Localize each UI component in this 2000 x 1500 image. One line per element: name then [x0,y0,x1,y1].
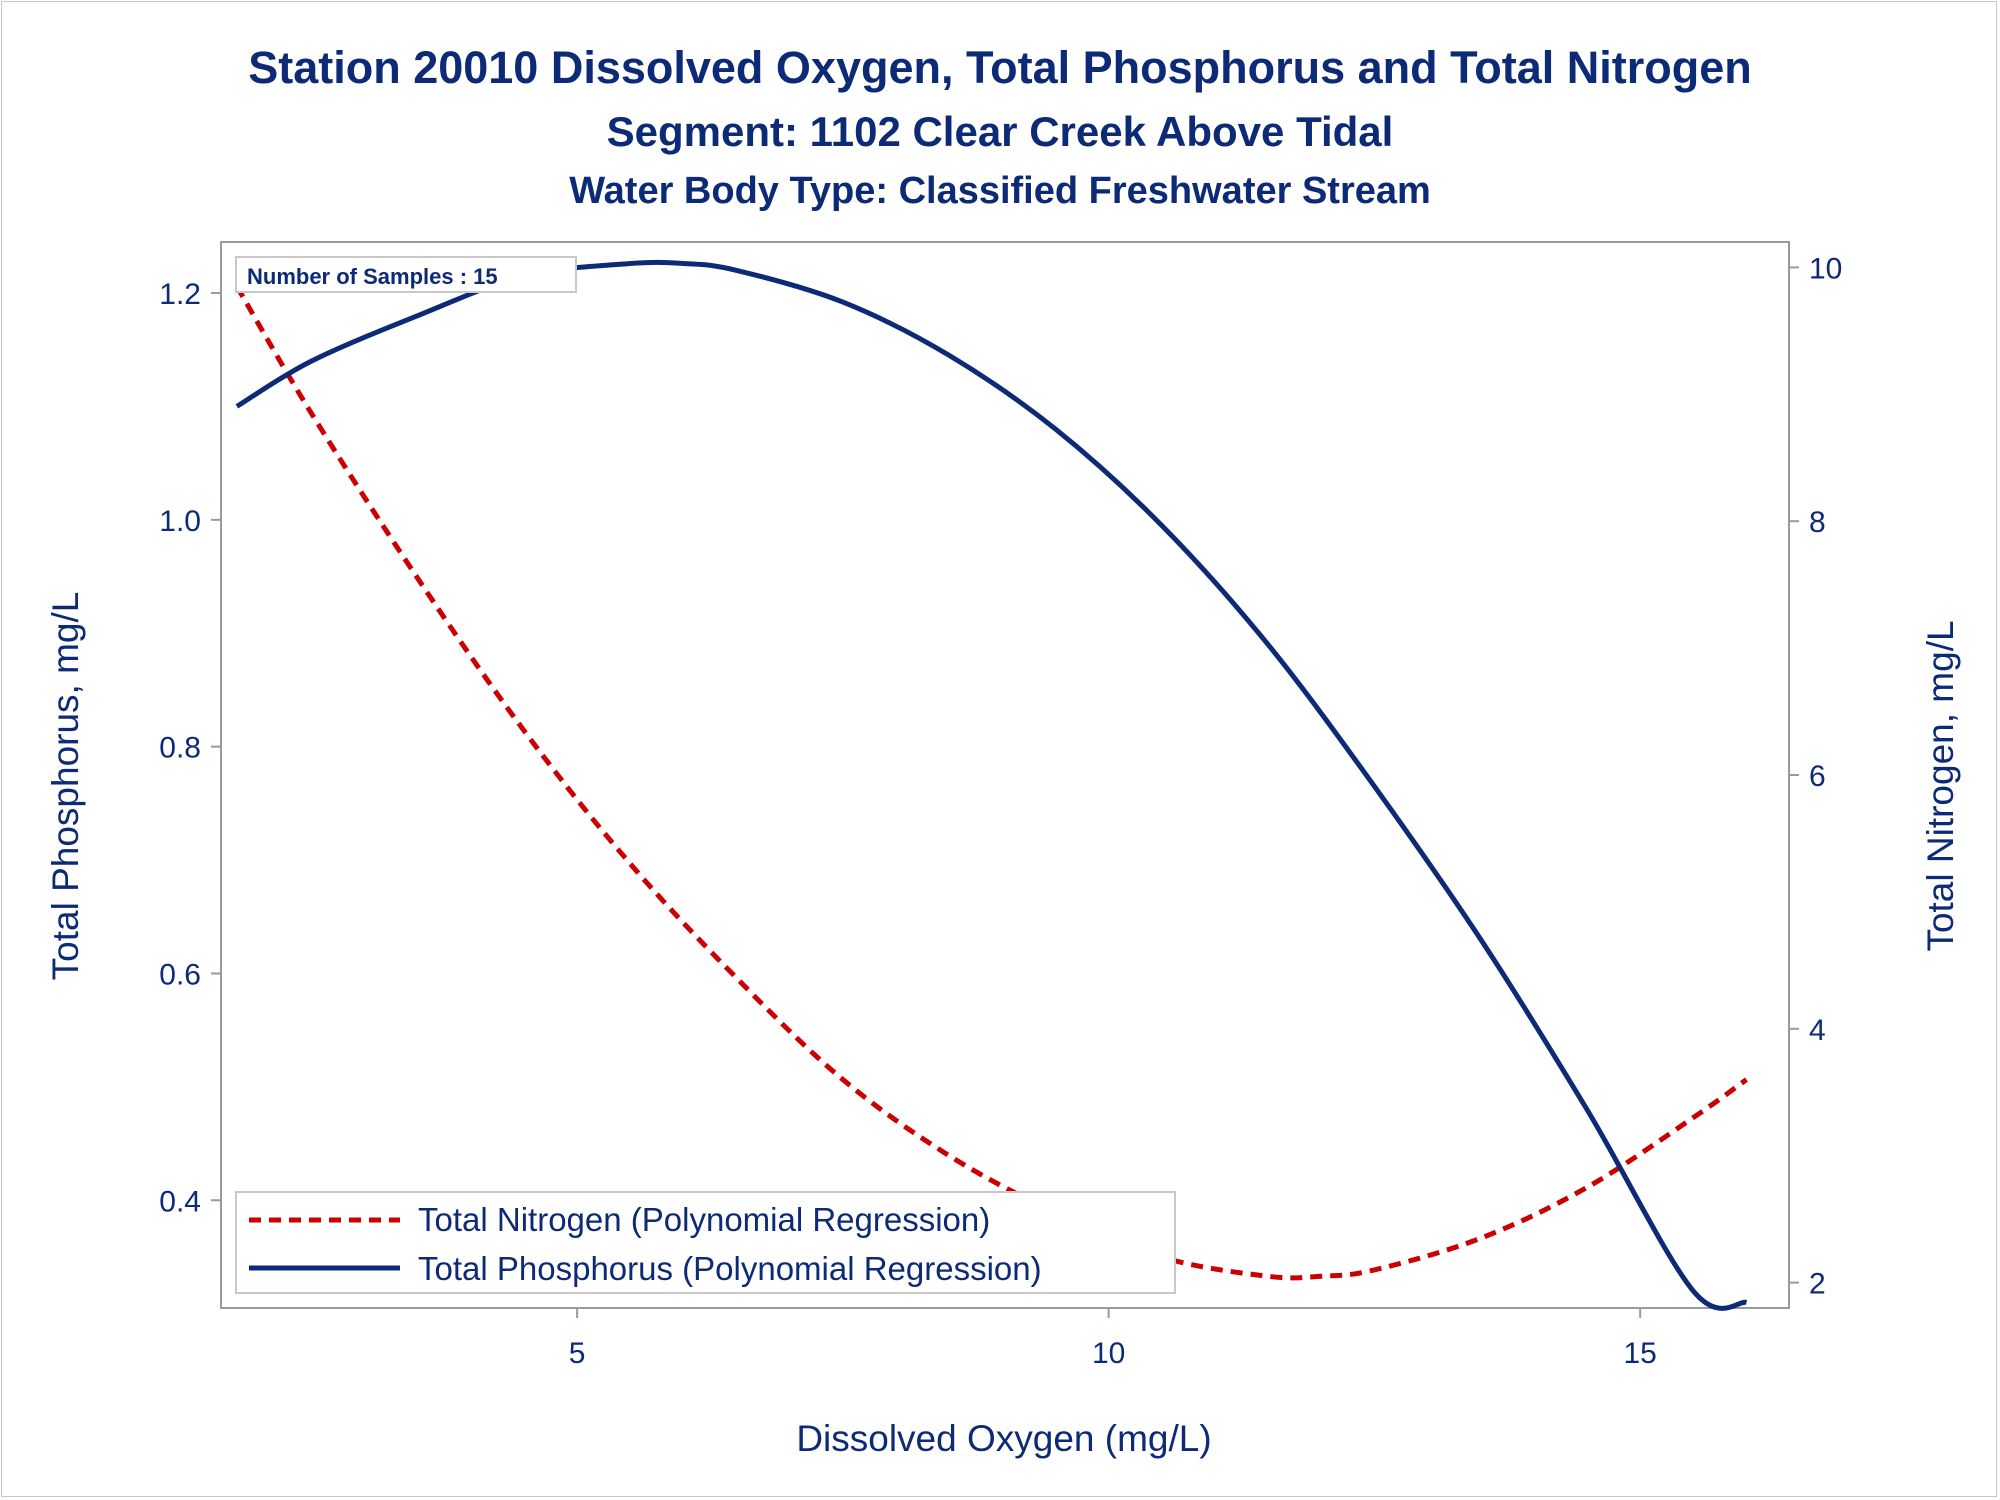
series-line-total-nitrogen [234,285,1748,1281]
inset-label: Number of Samples : 15 [247,264,498,289]
x-tick-label: 5 [569,1337,586,1370]
x-tick-label: 10 [1092,1337,1125,1370]
left-y-tick-label: 1.2 [159,278,201,311]
right-y-axis-title: Total Nitrogen, mg/L [1920,620,1961,951]
left-y-axis: 0.4 0.6 0.8 1.0 1.2 [159,278,221,1218]
series-line-total-phosphorus [235,259,1748,1311]
x-axis-title: Dissolved Oxygen (mg/L) [796,1418,1211,1459]
right-y-tick-label: 10 [1809,252,1842,285]
legend: Total Nitrogen (Polynomial Regression) T… [235,1191,1176,1294]
x-axis: 5 10 15 [569,1308,1657,1370]
left-y-tick-label: 1.0 [159,505,201,538]
x-tick-label: 15 [1623,1337,1656,1370]
left-y-tick-label: 0.4 [159,1185,201,1218]
left-y-tick-label: 0.6 [159,958,201,991]
plot-area [220,241,1790,1309]
chart-title: Station 20010 Dissolved Oxygen, Total Ph… [248,42,1752,93]
legend-label-nitrogen: Total Nitrogen (Polynomial Regression) [418,1201,990,1238]
right-y-tick-label: 6 [1809,760,1826,793]
legend-label-phosphorus: Total Phosphorus (Polynomial Regression) [418,1250,1042,1287]
sample-count-inset: Number of Samples : 15 [235,256,577,293]
right-y-tick-label: 2 [1809,1268,1826,1301]
right-y-axis: 2 4 6 8 10 [1789,252,1842,1301]
right-y-tick-label: 4 [1809,1014,1826,1047]
inset-box [235,256,577,293]
series-layer [234,259,1748,1311]
left-y-tick-label: 0.8 [159,732,201,765]
right-y-tick-label: 8 [1809,506,1826,539]
left-y-axis-title: Total Phosphorus, mg/L [45,592,86,981]
legend-box [235,1191,1176,1294]
chart-subtitle-waterbody: Water Body Type: Classified Freshwater S… [569,170,1431,212]
chart-subtitle-segment: Segment: 1102 Clear Creek Above Tidal [606,108,1394,155]
